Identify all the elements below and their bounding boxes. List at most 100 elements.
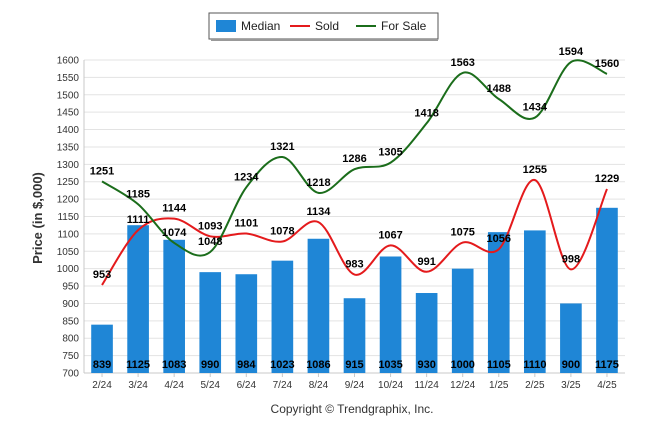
sold-value-label: 1067 bbox=[378, 229, 402, 241]
y-tick-label: 1050 bbox=[57, 247, 80, 258]
x-tick-label: 4/25 bbox=[597, 380, 617, 391]
y-tick-label: 1000 bbox=[57, 264, 80, 275]
x-tick-label: 11/24 bbox=[414, 380, 439, 391]
for-sale-value-label: 1074 bbox=[162, 227, 187, 239]
x-tick-label: 3/25 bbox=[561, 380, 581, 391]
x-tick-label: 5/24 bbox=[200, 380, 220, 391]
x-axis-ticks: 2/24 3/24 4/24 5/24 6/24 7/24 8/24 9/24 10/24 11/… bbox=[92, 373, 617, 391]
for-sale-value-label: 1185 bbox=[126, 188, 150, 200]
y-tick-label: 1100 bbox=[57, 229, 79, 240]
median-bar bbox=[596, 207, 618, 373]
y-axis-ticks: 700 750 800 850 900 950 1000 1050 1100 1150 1200 12… bbox=[57, 56, 80, 380]
y-tick-label: 1600 bbox=[57, 56, 80, 67]
sold-value-label: 953 bbox=[93, 269, 111, 281]
y-tick-label: 800 bbox=[62, 334, 79, 345]
y-tick-label: 1200 bbox=[57, 195, 80, 206]
sold-value-label: 1111 bbox=[127, 214, 150, 226]
x-tick-label: 9/24 bbox=[345, 380, 365, 391]
median-value-label: 1035 bbox=[378, 359, 402, 371]
y-tick-label: 1550 bbox=[57, 73, 80, 84]
for-sale-value-label: 1488 bbox=[487, 83, 511, 95]
sold-legend-label: Sold bbox=[315, 19, 339, 33]
for-sale-value-label: 1048 bbox=[198, 236, 222, 248]
legend: Median Sold For Sale bbox=[208, 12, 439, 41]
x-tick-label: 3/24 bbox=[128, 380, 148, 391]
for-sale-value-label: 1305 bbox=[378, 147, 402, 159]
median-bar bbox=[524, 230, 546, 373]
for-sale-value-label: 1251 bbox=[90, 165, 114, 177]
y-tick-label: 750 bbox=[62, 351, 79, 362]
sold-line bbox=[101, 179, 608, 286]
series-lines bbox=[101, 59, 608, 286]
copyright-text: Copyright © Trendgraphix, Inc. bbox=[271, 402, 434, 416]
x-tick-label: 1/25 bbox=[489, 380, 509, 391]
median-bar bbox=[235, 274, 258, 373]
median-legend-swatch bbox=[216, 20, 236, 32]
median-legend-label: Median bbox=[241, 19, 280, 33]
x-tick-label: 8/24 bbox=[309, 380, 329, 391]
y-tick-label: 850 bbox=[62, 316, 79, 327]
median-value-label: 1086 bbox=[306, 359, 330, 371]
median-bar bbox=[487, 232, 510, 373]
sold-value-label: 1056 bbox=[487, 233, 511, 245]
for-sale-legend-label: For Sale bbox=[381, 19, 427, 33]
median-bar bbox=[91, 324, 113, 373]
for-sale-value-label: 1594 bbox=[559, 46, 584, 58]
x-tick-label: 10/24 bbox=[378, 380, 403, 391]
sold-value-label: 983 bbox=[345, 259, 363, 271]
x-tick-label: 6/24 bbox=[237, 380, 257, 391]
median-bar bbox=[415, 293, 438, 373]
y-tick-label: 950 bbox=[62, 282, 79, 293]
for-sale-value-label: 1321 bbox=[270, 141, 294, 153]
median-bar bbox=[307, 238, 330, 373]
sold-value-label: 1134 bbox=[306, 206, 331, 218]
sold-value-label: 1101 bbox=[234, 218, 258, 230]
y-tick-label: 1400 bbox=[57, 125, 80, 136]
median-bar bbox=[127, 225, 149, 373]
median-bar bbox=[343, 298, 366, 373]
for-sale-value-label: 1286 bbox=[342, 153, 366, 165]
x-tick-label: 4/24 bbox=[164, 380, 184, 391]
median-bar bbox=[451, 268, 474, 373]
data-labels: 839 1125 1083 990 984 1023 1086 915 1035 930 1000 1… bbox=[90, 46, 619, 371]
y-tick-label: 1300 bbox=[57, 160, 80, 171]
sold-value-label: 1229 bbox=[595, 173, 619, 185]
sold-value-label: 998 bbox=[562, 253, 580, 265]
x-tick-label: 12/24 bbox=[450, 380, 475, 391]
y-tick-label: 1350 bbox=[57, 142, 80, 153]
median-value-label: 839 bbox=[93, 359, 111, 371]
median-bar bbox=[163, 239, 185, 373]
for-sale-value-label: 1218 bbox=[306, 177, 330, 189]
median-value-label: 1023 bbox=[270, 359, 294, 371]
sold-value-label: 991 bbox=[417, 256, 435, 268]
sold-value-label: 1075 bbox=[450, 227, 474, 239]
median-value-label: 1083 bbox=[162, 359, 186, 371]
y-tick-label: 1250 bbox=[57, 177, 80, 188]
median-value-label: 900 bbox=[562, 359, 580, 371]
median-bar bbox=[199, 272, 222, 373]
for-sale-line bbox=[101, 59, 608, 257]
for-sale-value-label: 1434 bbox=[523, 102, 548, 114]
for-sale-value-label: 1418 bbox=[414, 107, 438, 119]
median-value-label: 1110 bbox=[523, 359, 546, 371]
y-tick-label: 1150 bbox=[57, 212, 79, 223]
y-tick-label: 700 bbox=[62, 369, 79, 380]
median-value-label: 990 bbox=[201, 359, 219, 371]
x-tick-label: 2/24 bbox=[92, 380, 112, 391]
median-value-label: 1175 bbox=[595, 359, 619, 371]
sold-value-label: 1255 bbox=[523, 164, 547, 176]
median-bar bbox=[560, 303, 582, 373]
median-bars bbox=[91, 207, 618, 373]
x-tick-label: 7/24 bbox=[273, 380, 293, 391]
median-value-label: 915 bbox=[345, 359, 363, 371]
y-tick-label: 1500 bbox=[57, 90, 80, 101]
median-bar bbox=[271, 260, 294, 373]
median-value-label: 1105 bbox=[487, 359, 511, 371]
sold-value-label: 1093 bbox=[198, 220, 222, 232]
for-sale-value-label: 1234 bbox=[234, 171, 259, 183]
for-sale-value-label: 1560 bbox=[595, 58, 619, 70]
median-value-label: 984 bbox=[237, 359, 256, 371]
sold-value-label: 1144 bbox=[162, 203, 187, 215]
median-bar bbox=[379, 256, 402, 373]
